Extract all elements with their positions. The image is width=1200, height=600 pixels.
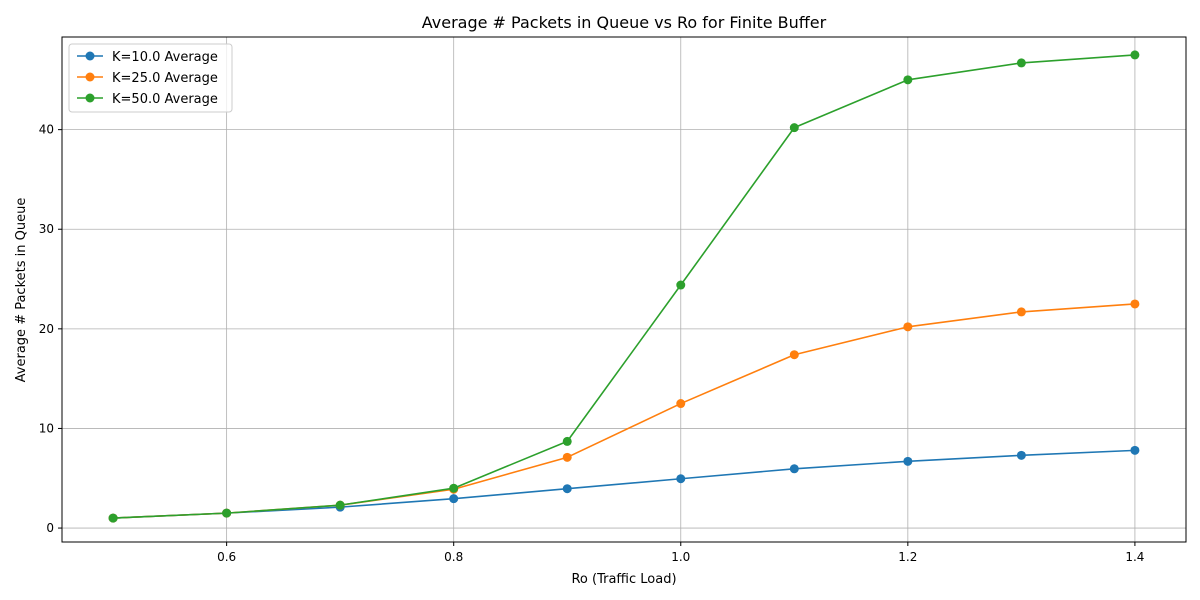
x-axis-label: Ro (Traffic Load) — [571, 572, 676, 587]
data-point — [1016, 58, 1026, 68]
data-point — [335, 500, 345, 510]
data-point — [789, 464, 799, 474]
y-tick-label: 20 — [39, 322, 54, 336]
y-axis-label: Average # Packets in Queue — [14, 198, 29, 383]
legend-marker — [85, 51, 95, 61]
x-tick-label: 1.4 — [1125, 550, 1144, 564]
data-point — [676, 399, 686, 409]
data-point — [1130, 445, 1140, 455]
data-point — [789, 123, 799, 133]
data-point — [1130, 299, 1140, 309]
legend-marker — [85, 72, 95, 82]
y-tick-label: 40 — [39, 123, 54, 137]
x-tick-label: 0.6 — [217, 550, 236, 564]
data-point — [676, 474, 686, 484]
data-point — [789, 350, 799, 360]
legend-label: K=50.0 Average — [112, 92, 218, 107]
data-point — [449, 494, 459, 504]
x-tick-label: 1.2 — [898, 550, 917, 564]
data-point — [903, 456, 913, 466]
plot-frame — [61, 36, 1187, 543]
data-point — [1016, 450, 1026, 460]
data-point — [449, 483, 459, 493]
series-3 — [108, 50, 1140, 523]
data-point — [562, 452, 572, 462]
axis-ticks: 0.6 0.8 1.0 1.2 1.4 0 10 20 30 40 — [39, 123, 1145, 564]
legend-box — [68, 43, 233, 113]
y-tick-label: 10 — [39, 421, 54, 435]
data-point — [108, 513, 118, 523]
x-tick-label: 0.8 — [444, 550, 463, 564]
data-point — [1016, 307, 1026, 317]
legend-label: K=10.0 Average — [112, 50, 218, 65]
y-tick-label: 0 — [46, 521, 54, 535]
legend-item: K=10.0 Average — [77, 50, 218, 65]
x-tick-label: 1.0 — [671, 550, 690, 564]
series-layer — [108, 50, 1140, 523]
legend-item: K=50.0 Average — [77, 92, 218, 107]
legend-label: K=25.0 Average — [112, 71, 218, 86]
legend-marker — [85, 93, 95, 103]
data-point — [562, 484, 572, 494]
data-point — [903, 75, 913, 85]
data-point — [562, 436, 572, 446]
data-point — [222, 508, 232, 518]
legend-item: K=25.0 Average — [77, 71, 218, 86]
series-line — [113, 54, 1135, 519]
chart-title: Average # Packets in Queue vs Ro for Fin… — [422, 13, 827, 32]
legend: K=10.0 Average K=25.0 Average K=50.0 Avera… — [68, 43, 233, 113]
data-point — [903, 322, 913, 332]
data-point — [1130, 50, 1140, 60]
y-tick-label: 30 — [39, 222, 54, 236]
data-point — [676, 280, 686, 290]
series-line — [113, 449, 1135, 519]
